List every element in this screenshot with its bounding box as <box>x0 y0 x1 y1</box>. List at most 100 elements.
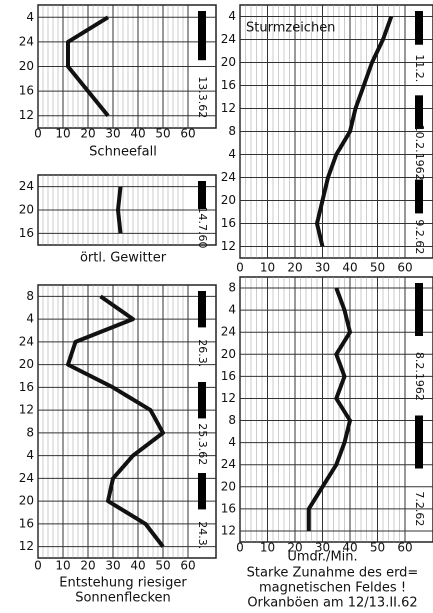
y-tick-label: 4 <box>228 9 236 23</box>
y-tick-label: 20 <box>19 59 34 73</box>
y-tick-label: 24 <box>19 179 34 193</box>
y-tick-label: 4 <box>228 435 236 449</box>
x-tick-label: 0 <box>236 541 244 555</box>
strip-bar <box>415 283 423 336</box>
y-tick-label: 16 <box>19 516 34 530</box>
y-tick-label: 24 <box>19 334 34 348</box>
x-tick-label: 60 <box>397 541 412 555</box>
x-tick-label: 40 <box>342 541 357 555</box>
date-label: 14.7.60 <box>196 207 209 249</box>
date-label: 24.3. <box>196 521 209 549</box>
y-tick-label: 24 <box>221 170 236 184</box>
y-tick-label: 16 <box>221 78 236 92</box>
y-tick-label: 8 <box>228 281 236 295</box>
x-tick-label: 0 <box>34 559 42 573</box>
strip-bar <box>415 95 423 130</box>
date-label: 10.2.1962 <box>413 125 426 181</box>
x-tick-label: 0 <box>236 261 244 275</box>
y-tick-label: 12 <box>221 239 236 253</box>
x-tick-label: 30 <box>105 559 120 573</box>
y-tick-label: 20 <box>19 357 34 371</box>
strip-bar <box>198 473 206 510</box>
y-tick-label: 20 <box>221 479 236 493</box>
x-tick-label: 60 <box>180 559 195 573</box>
date-label: 8.2.1962 <box>413 352 426 401</box>
y-tick-label: 12 <box>19 403 34 417</box>
x-tick-label: 40 <box>130 559 145 573</box>
x-tick-label: 40 <box>342 261 357 275</box>
y-tick-label: 20 <box>221 55 236 69</box>
strip-bar <box>198 291 206 328</box>
x-tick-label: 0 <box>34 127 42 141</box>
strip-bar <box>415 415 423 469</box>
x-tick-label: 10 <box>260 261 275 275</box>
caption: örtl. Gewitter <box>80 251 167 266</box>
x-tick-label: 20 <box>80 559 95 573</box>
x-tick-label: 40 <box>130 127 145 141</box>
y-tick-label: 8 <box>26 425 34 439</box>
y-tick-label: 16 <box>19 226 34 240</box>
caption: Schneefall <box>89 145 157 160</box>
y-tick-label: 12 <box>19 108 34 122</box>
x-tick-label: 30 <box>315 541 330 555</box>
x-tick-label: 10 <box>55 559 70 573</box>
y-tick-label: 4 <box>26 10 34 24</box>
trace <box>116 186 123 234</box>
y-tick-label: 12 <box>221 101 236 115</box>
caption: Starke Zunahme des erd= <box>247 566 419 581</box>
y-tick-label: 20 <box>19 494 34 508</box>
x-tick-label: 10 <box>55 127 70 141</box>
y-tick-label: 8 <box>228 124 236 138</box>
plot-frame <box>37 284 217 559</box>
x-axis-label: Umdr./Min. <box>287 550 357 565</box>
date-label: 25.3.62 <box>196 423 209 465</box>
y-tick-label: 16 <box>221 216 236 230</box>
y-tick-label: 20 <box>19 203 34 217</box>
x-tick-label: 50 <box>370 261 385 275</box>
date-label: 26.3. <box>196 339 209 367</box>
x-tick-label: 30 <box>315 261 330 275</box>
y-tick-label: 16 <box>221 501 236 515</box>
x-tick-label: 50 <box>155 127 170 141</box>
strip-bar <box>415 179 423 214</box>
y-tick-label: 20 <box>221 347 236 361</box>
strip-bar <box>198 11 206 61</box>
y-tick-label: 20 <box>221 193 236 207</box>
x-tick-label: 20 <box>80 127 95 141</box>
x-tick-label: 50 <box>155 559 170 573</box>
date-label: 7.2.62 <box>413 491 426 526</box>
x-tick-label: 20 <box>287 541 302 555</box>
x-tick-label: 50 <box>370 541 385 555</box>
y-tick-label: 24 <box>19 34 34 48</box>
caption: Entstehung riesiger <box>59 576 187 591</box>
caption: magnetischen Feldes ! <box>259 581 406 596</box>
y-tick-label: 24 <box>19 471 34 485</box>
y-tick-label: 8 <box>26 289 34 303</box>
y-tick-label: 16 <box>19 84 34 98</box>
date-label: 11.2. <box>413 54 426 82</box>
y-tick-label: 4 <box>26 448 34 462</box>
strip-bar <box>198 181 206 209</box>
y-tick-label: 16 <box>19 380 34 394</box>
trace <box>315 15 394 247</box>
caption: Sonnenflecken <box>75 591 171 606</box>
date-label: 13.3.62 <box>196 76 209 118</box>
x-tick-label: 10 <box>260 541 275 555</box>
trace <box>66 294 165 548</box>
trace <box>306 287 352 531</box>
y-tick-label: 16 <box>221 369 236 383</box>
trace <box>66 15 110 117</box>
x-tick-label: 30 <box>105 127 120 141</box>
caption: Orkanböen am 12/13.II.62 <box>247 596 417 611</box>
y-tick-label: 4 <box>228 147 236 161</box>
y-tick-label: 24 <box>221 32 236 46</box>
y-tick-label: 12 <box>221 523 236 537</box>
y-tick-label: 4 <box>26 312 34 326</box>
y-tick-label: 12 <box>19 539 34 553</box>
y-tick-label: 8 <box>228 413 236 427</box>
x-tick-label: 60 <box>180 127 195 141</box>
y-tick-label: 24 <box>221 325 236 339</box>
strip-bar <box>198 382 206 419</box>
strip-bar <box>415 11 423 45</box>
